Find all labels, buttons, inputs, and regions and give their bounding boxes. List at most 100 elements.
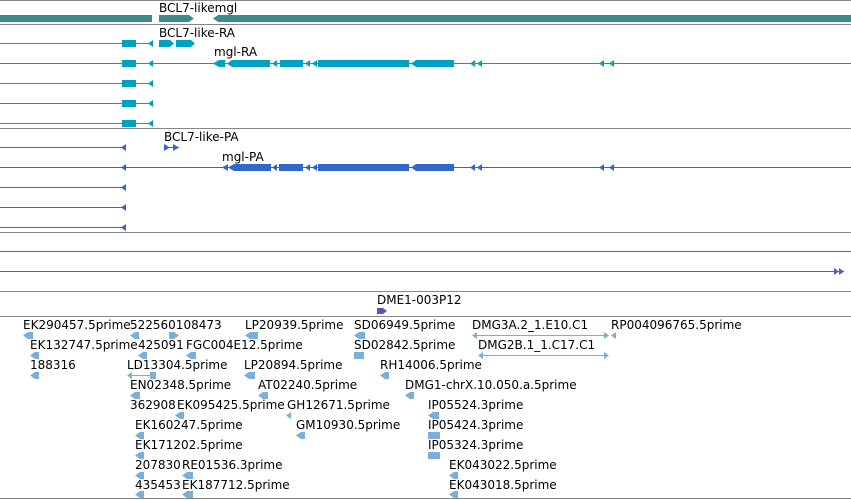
est-label: IP05324.3prime <box>428 438 523 452</box>
est-label: RE01536.3prime <box>182 458 283 472</box>
est-feature[interactable] <box>354 352 364 359</box>
gene-feature[interactable] <box>0 15 152 22</box>
est-label: EN02348.5prime <box>130 378 231 392</box>
est-feature[interactable] <box>258 392 268 399</box>
est-label: SD06949.5prime <box>354 318 455 332</box>
est-label: RH14006.5prime <box>380 358 482 372</box>
est-feature[interactable] <box>186 352 196 359</box>
est-label: SD02842.5prime <box>354 338 455 352</box>
est-feature[interactable] <box>449 472 458 479</box>
transcript-label: mgl-RA <box>214 45 258 59</box>
est-feature[interactable] <box>245 332 258 339</box>
gene-feature-mgl[interactable] <box>218 15 851 22</box>
alignment-arrow <box>839 268 844 275</box>
est-label: IP05524.3prime <box>428 398 523 412</box>
transcript-row[interactable] <box>0 120 153 127</box>
est-feature[interactable] <box>175 412 184 419</box>
est-feature[interactable] <box>405 392 414 399</box>
protein-label: mgl-PA <box>222 150 264 164</box>
est-feature[interactable] <box>286 412 291 419</box>
gene-strand-arrow <box>213 15 218 22</box>
est-label: FGC004E12.5prime <box>186 338 303 352</box>
est-label: 188316 <box>30 358 76 372</box>
transcript-row[interactable] <box>0 40 195 47</box>
est-feature[interactable] <box>127 372 156 379</box>
est-track-features <box>23 332 616 498</box>
clone-arrow <box>383 308 387 314</box>
est-feature[interactable] <box>428 412 439 419</box>
est-label: 362908 <box>130 398 176 412</box>
clone-label: DME1-003P12 <box>377 293 462 307</box>
est-feature[interactable] <box>354 332 365 339</box>
est-label: EK290457.5prime <box>23 318 131 332</box>
est-feature[interactable] <box>135 432 144 439</box>
est-label: LP20939.5prime <box>245 318 344 332</box>
clone-track: DME1-003P12 <box>377 293 462 314</box>
transcript-label: BCL7-like-RA <box>159 26 236 40</box>
est-label: EK043022.5prime <box>449 458 557 472</box>
protein-row[interactable] <box>0 184 126 191</box>
est-feature[interactable] <box>182 491 193 498</box>
alignment-arrow <box>834 268 839 275</box>
est-feature[interactable] <box>135 452 144 459</box>
est-feature[interactable] <box>130 392 140 399</box>
est-feature[interactable] <box>138 352 147 359</box>
est-feature[interactable] <box>478 352 609 359</box>
protein-row[interactable] <box>0 144 179 151</box>
est-label: EK095425.5prime <box>177 398 285 412</box>
est-label: GM10930.5prime <box>296 418 400 432</box>
transcript-row-mgl-ra[interactable] <box>0 60 851 67</box>
est-feature[interactable] <box>611 332 616 339</box>
est-feature[interactable] <box>130 332 139 339</box>
est-label: LP20894.5prime <box>244 358 343 372</box>
transcript-row[interactable] <box>0 100 153 107</box>
est-label: 435453 <box>135 478 181 492</box>
gene-label: BCL7-likemgl <box>159 1 237 15</box>
est-feature[interactable] <box>296 432 305 439</box>
transcript-row[interactable] <box>0 80 153 87</box>
est-label: DMG2B.1_1.C17.C1 <box>478 338 595 352</box>
est-feature[interactable] <box>23 332 33 339</box>
est-feature[interactable] <box>182 472 193 479</box>
est-label: LD13304.5prime <box>127 358 228 372</box>
est-feature[interactable] <box>380 372 389 379</box>
gene-strand-arrow <box>189 15 194 22</box>
est-feature[interactable] <box>169 332 179 339</box>
est-label: DMG1-chrX.10.050.a.5prime <box>405 378 577 392</box>
transcript-track: BCL7-like-RA mgl-RA <box>0 26 851 127</box>
alignment-track <box>0 251 851 275</box>
gene-track: BCL7-likemgl <box>0 1 851 22</box>
est-feature[interactable] <box>472 332 609 339</box>
est-label: AT02240.5prime <box>258 378 357 392</box>
est-label: EK187712.5prime <box>182 478 290 492</box>
protein-label: BCL7-like-PA <box>164 130 239 144</box>
est-feature[interactable] <box>30 372 39 379</box>
est-label: 425091 <box>138 338 184 352</box>
protein-track: BCL7-like-PA mgl-PA <box>0 130 851 231</box>
est-feature[interactable] <box>135 491 144 498</box>
protein-row-mgl-pa[interactable] <box>0 164 851 171</box>
protein-row[interactable] <box>0 224 126 231</box>
est-feature[interactable] <box>428 452 440 459</box>
est-track-labels: EK290457.5prime 522560108473 LP20939.5pr… <box>23 318 742 492</box>
est-label: EK132747.5prime <box>30 338 138 352</box>
est-label: EK043018.5prime <box>449 478 557 492</box>
est-feature[interactable] <box>449 491 458 498</box>
protein-row[interactable] <box>0 204 126 211</box>
est-label: GH12671.5prime <box>287 398 390 412</box>
est-label: DMG3A.2_1.E10.C1 <box>472 318 588 332</box>
est-feature[interactable] <box>30 352 39 359</box>
gene-feature-bcl7-like[interactable] <box>159 15 189 22</box>
est-feature[interactable] <box>428 432 440 439</box>
est-label: 522560108473 <box>130 318 222 332</box>
est-label: 207830 <box>135 458 181 472</box>
est-feature[interactable] <box>135 472 144 479</box>
est-label: IP05424.3prime <box>428 418 523 432</box>
est-feature[interactable] <box>244 372 255 379</box>
clone-feature[interactable] <box>377 308 383 314</box>
est-label: EK171202.5prime <box>135 438 243 452</box>
est-label: RP004096765.5prime <box>611 318 742 332</box>
est-label: EK160247.5prime <box>135 418 243 432</box>
